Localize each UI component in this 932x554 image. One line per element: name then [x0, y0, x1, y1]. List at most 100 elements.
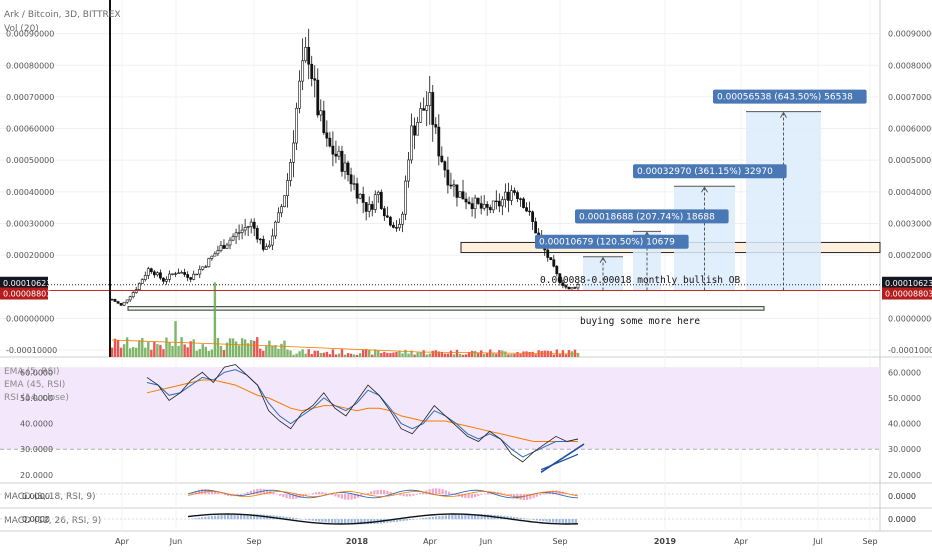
volume-bar	[320, 353, 322, 357]
volume-bar	[162, 349, 164, 357]
candle-body	[404, 181, 406, 214]
target-label: 0.00032970 (361.15%) 32970	[637, 167, 773, 177]
macd2-histogram-bar	[341, 519, 343, 524]
volume-bar	[383, 352, 385, 357]
price-tick-left: 0.00070000	[6, 93, 54, 102]
candle-body	[268, 245, 270, 247]
volume-bar	[338, 354, 340, 357]
macd1-histogram-bar	[539, 494, 541, 495]
price-tick-right: 0.00060000	[888, 125, 932, 134]
volume-bar	[577, 353, 579, 357]
volume-bar	[111, 348, 113, 357]
macd1-histogram-bar	[526, 494, 528, 500]
volume-bar	[426, 354, 428, 357]
volume-bar	[256, 337, 258, 357]
macd1-histogram-bar	[503, 494, 505, 495]
macd2-histogram-bar	[201, 517, 203, 519]
candle-body	[528, 211, 530, 212]
volume-bar	[159, 345, 161, 357]
candle-body	[489, 207, 491, 209]
candle-body	[314, 79, 316, 80]
macd2-right-tick: 0.0000	[888, 515, 916, 524]
macd1-histogram-bar	[477, 494, 479, 496]
candle-body	[477, 198, 479, 203]
volume-bar	[480, 350, 482, 357]
candle-body	[465, 199, 467, 202]
candle-body	[510, 191, 512, 201]
macd1-histogram-bar	[341, 494, 343, 499]
candle-body	[374, 195, 376, 210]
macd2-histogram-bar	[328, 519, 330, 523]
candle-body	[417, 122, 419, 135]
candle-body	[156, 273, 158, 275]
candle-body	[265, 247, 267, 250]
volume-bar	[307, 349, 309, 357]
volume-bar	[504, 351, 506, 357]
price-tick-left: -0.00010000	[6, 346, 57, 355]
macd2-histogram-bar	[260, 514, 262, 519]
macd1-histogram-bar	[416, 494, 418, 495]
macd1-histogram-bar	[282, 494, 284, 497]
candle-body	[420, 109, 422, 123]
candle-body	[356, 184, 358, 199]
x-tick-label: Sep	[246, 537, 261, 546]
macd2-histogram-bar	[523, 518, 525, 519]
macd1-histogram-bar	[380, 490, 382, 495]
candle-body	[277, 213, 279, 222]
candle-body	[120, 303, 122, 305]
macd1-histogram-bar	[273, 492, 275, 494]
volume-bar	[120, 348, 122, 357]
volume-bar	[422, 350, 424, 357]
candle-body	[253, 222, 255, 228]
volume-bar	[211, 349, 213, 357]
candle-body	[501, 200, 503, 206]
candle-body	[338, 151, 340, 156]
macd1-histogram-bar	[221, 494, 223, 495]
candle-body	[235, 233, 237, 237]
macd2-histogram-bar	[451, 515, 453, 520]
candle-body	[438, 127, 440, 156]
candle-body	[283, 196, 285, 207]
macd2-histogram-bar	[325, 519, 327, 522]
macd2-histogram-bar	[221, 515, 223, 519]
macd2-histogram-bar	[224, 515, 226, 519]
volume-bar	[304, 354, 306, 357]
volume-bar	[483, 354, 485, 357]
candle-body	[380, 192, 382, 208]
price-tick-left: 0.00080000	[6, 61, 54, 70]
volume-bar	[462, 355, 464, 357]
volume-bar	[365, 349, 367, 357]
macd1-histogram-bar	[321, 492, 323, 494]
candle-body	[347, 163, 349, 175]
volume-bar	[522, 351, 524, 357]
macd1-right-tick: 0.0000	[888, 492, 916, 501]
volume-bar	[531, 352, 533, 357]
volume-bar	[138, 340, 140, 357]
candle-body	[250, 222, 252, 226]
candle-body	[513, 191, 515, 193]
macd2-histogram-bar	[217, 515, 219, 519]
volume-bar	[380, 353, 382, 357]
candle-body	[256, 228, 258, 239]
candle-body	[292, 143, 294, 162]
macd1-histogram-bar	[536, 494, 538, 497]
rsi-band-fill	[0, 367, 880, 449]
candle-body	[398, 224, 400, 228]
macd2-histogram-bar	[565, 519, 567, 524]
candle-body	[174, 274, 176, 275]
volume-bar	[250, 340, 252, 357]
candle-body	[568, 287, 570, 289]
price-tick-right: 0.00000000	[888, 314, 932, 323]
volume-bar	[401, 353, 403, 357]
rsi-band	[0, 367, 880, 449]
candle-body	[410, 126, 412, 160]
macd2-histogram-bar	[555, 519, 557, 523]
volume-bar	[474, 351, 476, 357]
price-tick-left: 0.00060000	[6, 125, 54, 134]
candle-body	[498, 201, 500, 206]
candle-body	[368, 204, 370, 211]
candle-body	[353, 184, 355, 185]
macd2-histogram-bar	[559, 519, 561, 523]
volume-bar	[283, 341, 285, 357]
macd2-histogram-bar	[191, 519, 193, 520]
